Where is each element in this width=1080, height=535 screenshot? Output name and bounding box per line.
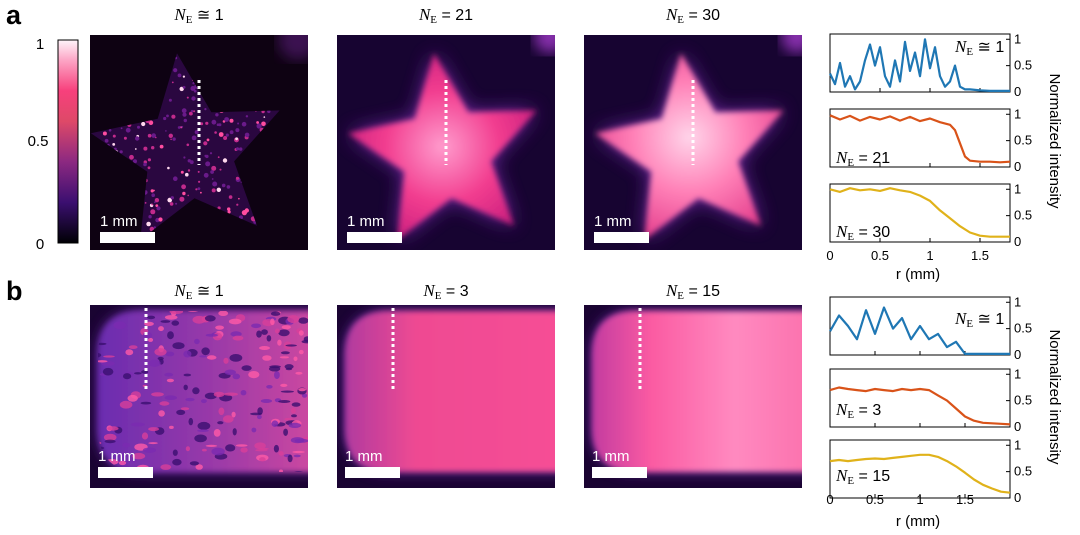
xtick-label: 0.5 <box>871 248 889 263</box>
title-b-1: NE ≅ 1 <box>173 281 223 302</box>
scale-bar <box>594 232 649 243</box>
ytick-label: 1 <box>1014 294 1021 309</box>
ytick-label: 1 <box>1014 366 1021 381</box>
title-a-2: NE = 21 <box>418 5 473 26</box>
scale-bar <box>347 232 402 243</box>
image-panel-b-2: 1 mm NE = 3 <box>337 281 555 488</box>
series-line-3 <box>829 187 1010 238</box>
ytick-label: 0.5 <box>1014 58 1032 73</box>
ytick-label: 0.5 <box>1014 208 1032 223</box>
images-row-b: 1 mm NE ≅ 1 1 mm NE = 3 1 mm NE = 15 <box>90 281 802 488</box>
star-shape <box>347 53 537 240</box>
ytick-label: 1 <box>1014 31 1021 46</box>
scale-bar-label: 1 mm <box>98 448 136 465</box>
image-panel-a-1: 1 mm NE ≅ 1 <box>90 5 308 250</box>
series-line-2 <box>829 114 1011 164</box>
image-panel-a-3: 1 mm NE = 30 <box>584 5 802 250</box>
series-label-1: NE ≅ 1 <box>954 37 1004 58</box>
profile-plot-b-2: 0 0.5 1 NE = 3 <box>829 366 1032 434</box>
series-line-3 <box>829 453 1011 494</box>
ytick-label: 0.5 <box>1014 133 1032 148</box>
speckle-capsule <box>98 311 308 472</box>
scale-bar <box>345 467 400 478</box>
panel-letter-b: b <box>6 276 23 306</box>
scale-bar-label: 1 mm <box>592 448 630 465</box>
xtick-label: 1 <box>916 492 923 507</box>
scale-bar-b-2: 1 mm <box>345 448 400 478</box>
title-b-3: NE = 15 <box>665 281 720 302</box>
ytick-label: 0.5 <box>1014 393 1032 408</box>
capsule-shape <box>345 311 555 472</box>
ytick-label: 0.5 <box>1014 321 1032 336</box>
series-label-2: NE = 21 <box>835 148 890 169</box>
scale-bar-b-3: 1 mm <box>592 448 647 478</box>
colorbar-tick-1: 1 <box>36 36 44 53</box>
ylabel-a: Normalized intensity <box>1046 73 1063 209</box>
series-label-1: NE ≅ 1 <box>954 309 1004 330</box>
scale-bar-label: 1 mm <box>347 213 385 230</box>
scale-bar-label: 1 mm <box>100 213 138 230</box>
scale-bar-a-3: 1 mm <box>594 213 649 243</box>
xtick-label: 1 <box>926 248 933 263</box>
series-line-2 <box>829 386 1011 426</box>
xlabel-a: r (mm) <box>896 266 940 283</box>
ytick-label: 0 <box>1014 84 1021 99</box>
title-b-2: NE = 3 <box>422 281 468 302</box>
ytick-label: 0 <box>1014 490 1021 505</box>
ytick-label: 0 <box>1014 159 1021 174</box>
series-line-1 <box>829 38 1010 92</box>
profile-plot-a-2: 0 0.5 1 NE = 21 <box>829 106 1032 174</box>
colorbar-tick-0: 0 <box>36 236 44 253</box>
scale-bar <box>98 467 153 478</box>
star-shape <box>594 53 784 240</box>
scale-bar-label: 1 mm <box>345 448 383 465</box>
ytick-label: 0.5 <box>1014 464 1032 479</box>
colorbar: 1 0.5 0 <box>28 36 79 253</box>
image-panel-b-1: 1 mm NE ≅ 1 <box>90 281 308 488</box>
series-label-2: NE = 3 <box>835 400 881 421</box>
ytick-label: 1 <box>1014 106 1021 121</box>
scale-bar-b-1: 1 mm <box>98 448 153 478</box>
series-label-3: NE = 30 <box>835 222 890 243</box>
profile-plot-b-3: 0 0.5 1 NE = 15 <box>829 437 1032 505</box>
profile-plot-a-1: 0 0.5 1 NE ≅ 1 <box>829 31 1032 99</box>
profile-plot-b-1: 0 0.5 1 NE ≅ 1 <box>829 294 1032 362</box>
series-line-1 <box>829 306 1010 355</box>
scale-bar <box>100 232 155 243</box>
title-a-3: NE = 30 <box>665 5 720 26</box>
scale-bar <box>592 467 647 478</box>
image-panel-a-2: 1 mm NE = 21 <box>337 5 555 250</box>
image-panel-b-3: 1 mm NE = 15 <box>584 281 802 488</box>
ytick-label: 1 <box>1014 181 1021 196</box>
xtick-label: 1.5 <box>971 248 989 263</box>
ytick-label: 0 <box>1014 234 1021 249</box>
ytick-label: 0 <box>1014 347 1021 362</box>
xlabel-b: r (mm) <box>896 513 940 530</box>
title-a-1: NE ≅ 1 <box>173 5 223 26</box>
scale-bar-a-2: 1 mm <box>347 213 402 243</box>
panel-letter-a: a <box>6 0 22 30</box>
capsule-shape <box>592 311 802 472</box>
ylabel-b: Normalized intensity <box>1046 329 1063 465</box>
ytick-label: 1 <box>1014 437 1021 452</box>
xtick-label: 1.5 <box>956 492 974 507</box>
xtick-label: 0.5 <box>866 492 884 507</box>
xtick-label: 0 <box>826 492 833 507</box>
colorbar-tick-0.5: 0.5 <box>28 133 49 150</box>
images-row-a: 1 mm NE ≅ 1 1 mm NE = 21 1 mm NE = 30 <box>90 5 802 250</box>
scale-bar-label: 1 mm <box>594 213 632 230</box>
scale-bar-a-1: 1 mm <box>100 213 155 243</box>
series-label-3: NE = 15 <box>835 466 890 487</box>
profile-plot-a-3: 0 0.5 1 NE = 30 <box>829 181 1032 249</box>
xtick-label: 0 <box>826 248 833 263</box>
ytick-label: 0 <box>1014 419 1021 434</box>
